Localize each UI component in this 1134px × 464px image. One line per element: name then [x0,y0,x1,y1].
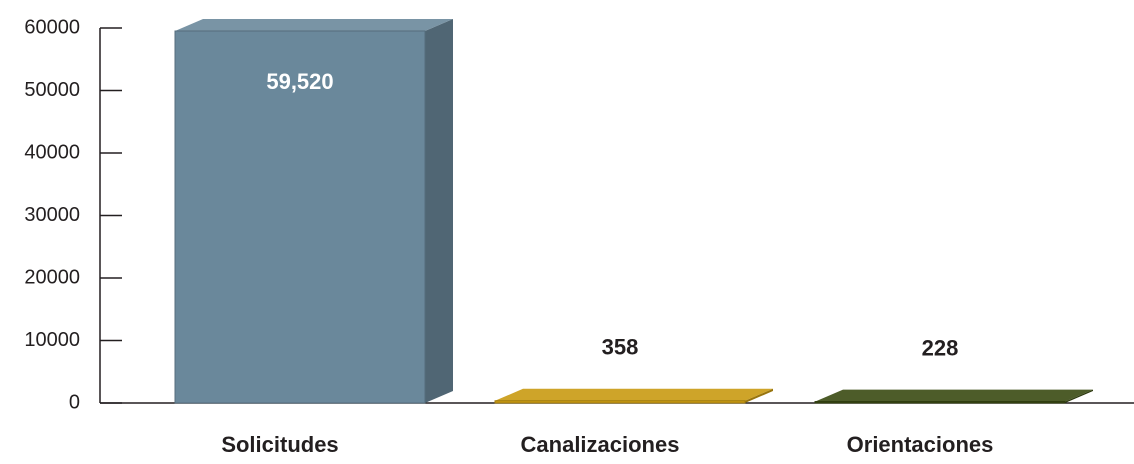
bar-top [495,388,773,401]
data-label: 59,520 [266,69,333,94]
x-tick-label: Orientaciones [847,432,994,457]
bar-side [745,388,773,403]
y-tick-label: 50000 [24,79,80,101]
y-tick-label: 20000 [24,266,80,288]
x-tick-label: Solicitudes [221,432,338,457]
bar-top [175,19,453,31]
y-tick-label: 30000 [24,204,80,226]
y-tick-label: 0 [69,391,80,413]
data-label: 228 [922,335,959,360]
bar [174,30,426,404]
bar [494,400,746,404]
bar-side [1065,389,1093,403]
y-tick-label: 60000 [24,16,80,38]
y-tick-label: 10000 [24,329,80,351]
y-tick-label: 40000 [24,141,80,163]
bar [814,401,1066,404]
x-tick-label: Canalizaciones [521,432,680,457]
bar-top [815,389,1093,402]
bar-side [425,19,453,403]
data-label: 358 [602,335,639,360]
